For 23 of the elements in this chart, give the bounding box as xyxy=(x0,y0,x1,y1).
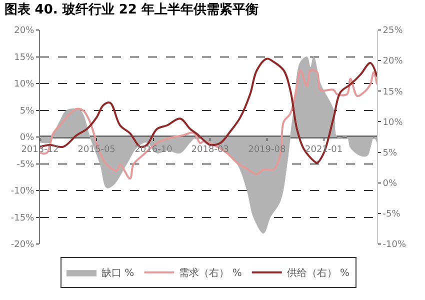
chart-title: 图表 40. 玻纤行业 22 年上半年供需紧平衡 xyxy=(4,2,258,18)
y2-tick-label: 0% xyxy=(382,179,398,190)
y-tick-label: 0% xyxy=(20,133,35,144)
y-tick-label: 20% xyxy=(14,26,35,36)
y-tick-label: -15% xyxy=(10,213,35,224)
y2-tick-label: 5% xyxy=(382,148,398,158)
y-tick-label: 5% xyxy=(20,106,35,116)
y2-tick-label: -10% xyxy=(382,240,406,250)
legend-label: 缺口 % xyxy=(102,267,134,280)
y2-tick-label: 15% xyxy=(382,87,404,98)
y2-tick-label: 10% xyxy=(382,118,404,128)
x-tick-label: 2019-08 xyxy=(248,144,286,155)
y-tick-label: -5% xyxy=(16,160,35,170)
legend-label: 供给（右） % xyxy=(286,267,350,280)
y2-tick-label: 20% xyxy=(382,56,404,67)
y2-tick-label: -5% xyxy=(382,210,401,220)
y-tick-label: -20% xyxy=(10,240,35,250)
x-tick-label: 2016-10 xyxy=(134,144,173,155)
legend-label: 需求（右） % xyxy=(179,267,242,280)
y-tick-label: 10% xyxy=(14,80,35,90)
y-tick-label: 15% xyxy=(14,52,35,63)
y-tick-label: -10% xyxy=(10,186,35,197)
y2-tick-label: 25% xyxy=(382,26,404,36)
